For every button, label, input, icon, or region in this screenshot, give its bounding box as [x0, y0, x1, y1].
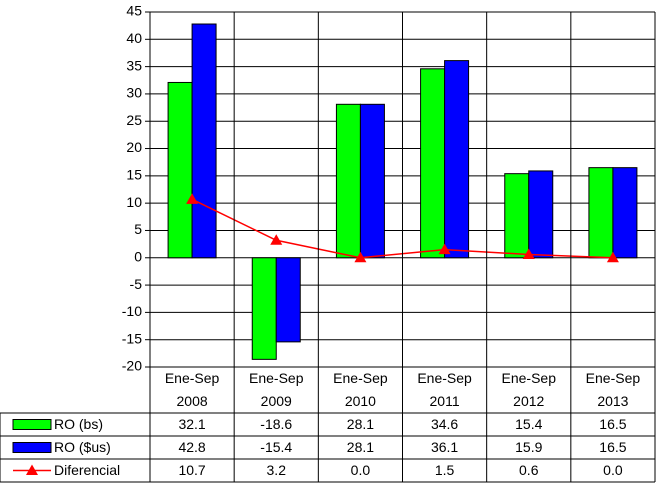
data-label: 34.6: [431, 416, 458, 432]
data-label: 0.0: [603, 462, 623, 478]
bar-ro-bs-1: [251, 257, 277, 360]
bar-ro-bs-0: [167, 81, 193, 259]
data-table: Ene-Sep 2008 Ene-Sep 2009 Ene-Sep 2010 Ene-Sep…: [12, 370, 641, 478]
y-tick-label: -15: [122, 330, 142, 346]
y-tick-label: -20: [122, 358, 142, 374]
bar-ro-us-4: [528, 170, 554, 259]
data-label: 32.1: [178, 416, 205, 432]
axes: [0, 11, 656, 483]
category-label: 2011: [430, 393, 460, 409]
bars: [167, 23, 638, 360]
diferencial-marker-1: [270, 234, 283, 245]
data-label: 0.6: [519, 462, 539, 478]
data-label: 3.2: [267, 462, 287, 478]
legend-label: Diferencial: [54, 462, 120, 478]
y-tick-label: -10: [122, 303, 142, 319]
bar-ro-us-5: [612, 167, 638, 259]
legend-key-0: [12, 419, 52, 430]
bar-ro-bs-5: [588, 167, 614, 259]
category-label: Ene-Sep: [165, 370, 220, 386]
diferencial-marker-2: [354, 251, 367, 263]
data-label: 16.5: [599, 416, 626, 432]
diferencial-marker-4: [522, 248, 535, 259]
category-label: 2008: [177, 393, 208, 409]
data-label: 16.5: [599, 439, 626, 455]
bar-ro-bs-3: [420, 68, 446, 259]
category-label: Ene-Sep: [586, 370, 641, 386]
y-tick-label: 35: [126, 57, 142, 73]
data-label: 28.1: [347, 439, 374, 455]
y-tick-label: 5: [134, 221, 142, 237]
y-tick-label: 30: [126, 85, 142, 101]
data-label: 15.9: [515, 439, 542, 455]
y-tick-label: 0: [134, 248, 142, 264]
bar-ro-bs-2: [335, 103, 361, 259]
category-label: 2013: [597, 393, 628, 409]
category-label: Ene-Sep: [502, 370, 557, 386]
y-tick-label: 25: [126, 112, 142, 128]
data-label: 15.4: [515, 416, 542, 432]
bar-ro-us-2: [359, 103, 385, 259]
y-tick-label: 10: [126, 194, 142, 210]
y-tick-label: -5: [130, 276, 143, 292]
y-tick-label: 15: [126, 167, 142, 183]
data-label: -18.6: [260, 416, 292, 432]
diferencial-marker-0: [186, 193, 199, 204]
data-label: 36.1: [431, 439, 458, 455]
bar-ro-us-1: [275, 257, 301, 343]
bar-ro-us-0: [191, 23, 217, 259]
diferencial-marker-3: [438, 243, 451, 255]
y-tick-label: 45: [126, 3, 142, 19]
y-tick-label: 20: [126, 139, 142, 155]
category-label: Ene-Sep: [417, 370, 472, 386]
y-tick-label: 40: [126, 30, 142, 46]
category-label: 2010: [345, 393, 376, 409]
data-label: -15.4: [260, 439, 292, 455]
data-label: 0.0: [351, 462, 371, 478]
category-label: 2012: [513, 393, 544, 409]
y-axis-tick-labels: 45 40 35 30 25 20 15 10 5 0 -5 -10 -15 -20: [122, 3, 150, 374]
bar-ro-bs-4: [504, 173, 530, 259]
data-label: 1.5: [435, 462, 455, 478]
data-label: 42.8: [178, 439, 205, 455]
legend-label: RO ($us): [54, 439, 111, 455]
legend-key-1: [12, 442, 52, 453]
data-label: 28.1: [347, 416, 374, 432]
category-label: Ene-Sep: [333, 370, 388, 386]
diferencial-marker-5: [606, 251, 619, 263]
legend-label: RO (bs): [54, 416, 103, 432]
bar-ro-us-3: [444, 60, 470, 259]
legend-key-marker: [26, 464, 38, 475]
category-label: Ene-Sep: [249, 370, 304, 386]
data-label: 10.7: [178, 462, 205, 478]
category-label: 2009: [261, 393, 292, 409]
